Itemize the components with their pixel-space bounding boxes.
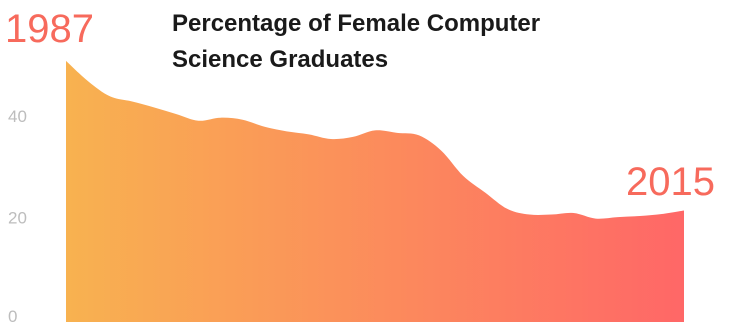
chart-title-line-2: Science Graduates [172, 46, 388, 73]
start-year-label: 1987 [5, 7, 94, 51]
end-year-label: 2015 [626, 160, 715, 204]
y-tick-label: 20 [8, 209, 27, 228]
y-tick-label: 40 [8, 107, 27, 126]
data-area [66, 60, 684, 323]
y-tick-label: 0 [8, 307, 17, 324]
chart-title-line-1: Percentage of Female Computer [172, 10, 540, 37]
